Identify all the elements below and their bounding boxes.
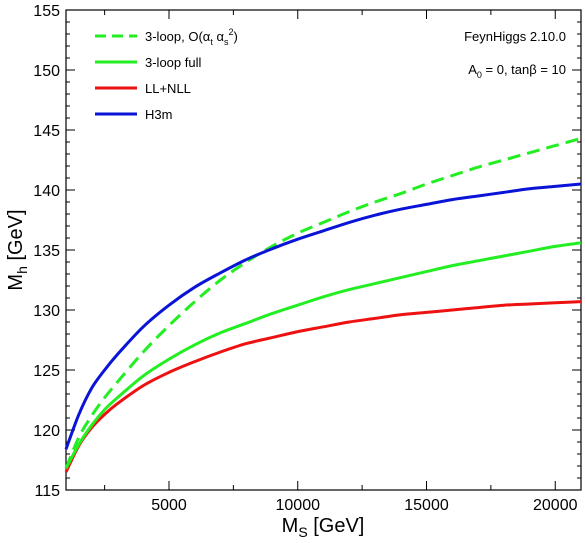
y-tick-label: 150 bbox=[33, 63, 60, 80]
legend: 3-loop, O(αt αs2) 3-loop full LL+NLL H3m bbox=[95, 27, 238, 122]
legend-label-3loop-partial: 3-loop, O(αt αs2) bbox=[145, 27, 238, 47]
series-layer bbox=[64, 136, 582, 473]
ticks-layer: 5000 10000 15000 20000 115 120 125 130 135 140 145… bbox=[33, 3, 581, 514]
series-line-2 bbox=[64, 300, 582, 473]
legend-label-llnll: LL+NLL bbox=[145, 81, 191, 96]
y-tick-label: 145 bbox=[33, 123, 60, 140]
series-line-1 bbox=[64, 241, 582, 470]
series-line-3 bbox=[64, 182, 582, 450]
y-tick-label: 135 bbox=[33, 243, 60, 260]
x-tick-label: 5000 bbox=[151, 497, 187, 514]
y-tick-label: 120 bbox=[33, 423, 60, 440]
y-tick-label: 155 bbox=[33, 3, 60, 20]
x-tick-label: 10000 bbox=[276, 497, 321, 514]
y-axis-title: Mh [GeV] bbox=[5, 209, 30, 290]
y-tick-label: 140 bbox=[33, 183, 60, 200]
annotation-version: FeynHiggs 2.10.0 bbox=[464, 29, 566, 44]
legend-label-3loop-full: 3-loop full bbox=[145, 55, 201, 70]
x-tick-label: 20000 bbox=[533, 497, 578, 514]
x-axis-title: MS [GeV] bbox=[282, 515, 365, 540]
plot-frame bbox=[65, 9, 582, 491]
y-tick-label: 125 bbox=[33, 363, 60, 380]
series-line-0 bbox=[64, 136, 582, 469]
y-tick-label: 130 bbox=[33, 303, 60, 320]
y-tick-label: 115 bbox=[34, 483, 60, 500]
legend-label-h3m: H3m bbox=[145, 107, 172, 122]
x-tick-label: 15000 bbox=[404, 497, 449, 514]
annotation-parameters: A0 = 0, tanβ = 10 bbox=[468, 62, 566, 80]
